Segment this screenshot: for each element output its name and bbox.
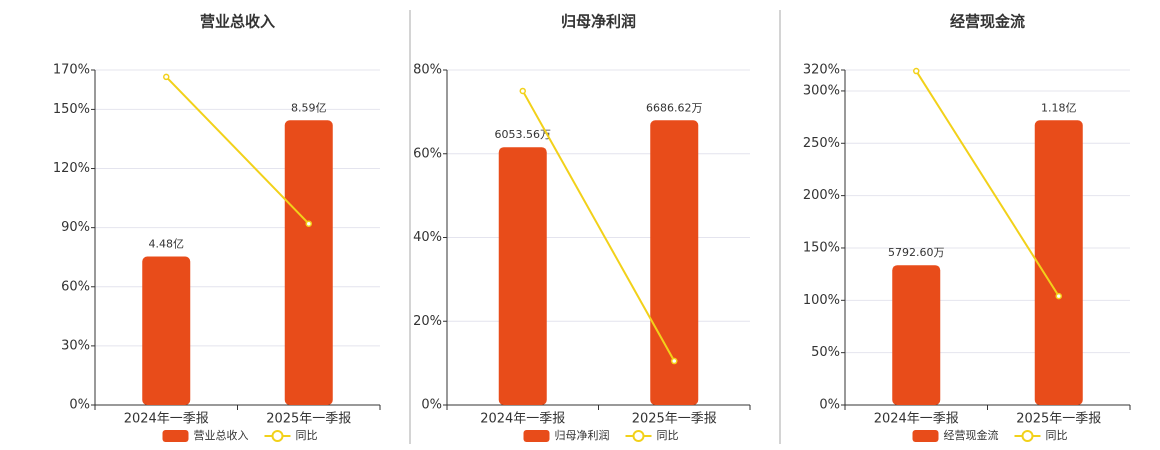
x-tick-label: 2024年一季报 [480, 412, 565, 427]
legend-swatch [523, 430, 550, 442]
y-tick-label: 250% [803, 136, 840, 151]
y-tick-label: 0% [69, 398, 90, 413]
line-point [671, 357, 678, 365]
x-tick-label: 2024年一季报 [874, 412, 959, 427]
x-tick-label: 2025年一季报 [632, 412, 717, 427]
bar [498, 147, 547, 405]
legend-label: 同比 [1046, 429, 1068, 442]
legend-label: 归母净利润 [555, 428, 610, 442]
line [915, 70, 1060, 297]
legend-swatch [271, 430, 284, 442]
line-point [163, 73, 170, 81]
legend-label: 同比 [296, 429, 318, 442]
y-tick-label: 0% [819, 398, 840, 413]
y-tick-label: 20% [413, 314, 442, 329]
legend-swatch [632, 430, 645, 442]
x-tick-label: 2024年一季报 [124, 412, 209, 427]
value-label: 1.18亿 [1041, 101, 1077, 114]
chart-title: 归母净利润 [561, 13, 636, 31]
y-tick-label: 320% [803, 63, 840, 78]
y-tick-label: 0% [421, 398, 442, 413]
y-tick-label: 50% [811, 345, 840, 360]
x-tick-label: 2025年一季报 [266, 412, 351, 427]
y-tick-label: 60% [413, 146, 442, 161]
y-tick-label: 30% [61, 338, 90, 353]
y-tick-label: 120% [53, 161, 90, 176]
bar [284, 120, 333, 405]
legend-label: 同比 [657, 429, 679, 442]
chart-title: 营业总收入 [200, 13, 275, 31]
y-tick-label: 100% [803, 293, 840, 308]
line-point [913, 67, 920, 75]
y-tick-label: 200% [803, 188, 840, 203]
y-tick-label: 150% [53, 102, 90, 117]
y-tick-label: 150% [803, 240, 840, 255]
y-tick-label: 90% [61, 220, 90, 235]
line-point [1055, 292, 1062, 300]
y-tick-label: 40% [413, 230, 442, 245]
legend-swatch [162, 430, 189, 442]
value-label: 5792.60万 [888, 246, 945, 259]
value-label: 4.48亿 [149, 237, 185, 250]
y-tick-label: 170% [53, 63, 90, 78]
bar [142, 256, 191, 405]
value-label: 8.59亿 [291, 101, 327, 114]
line [165, 76, 310, 225]
x-tick-label: 2025年一季报 [1016, 412, 1101, 427]
line-point [519, 87, 526, 95]
legend-swatch [1021, 430, 1034, 442]
bar [650, 120, 699, 405]
line [521, 90, 676, 362]
y-tick-label: 80% [413, 63, 442, 78]
chart-title: 经营现金流 [950, 13, 1025, 31]
bar [892, 265, 941, 405]
y-tick-label: 300% [803, 83, 840, 98]
value-label: 6053.56万 [495, 128, 552, 141]
y-tick-label: 60% [61, 279, 90, 294]
legend-label: 营业总收入 [194, 428, 249, 442]
value-label: 6686.62万 [646, 101, 703, 114]
bar [1034, 120, 1083, 405]
legend-swatch [912, 430, 939, 442]
legend-label: 经营现金流 [944, 428, 999, 442]
line-point [305, 220, 312, 227]
